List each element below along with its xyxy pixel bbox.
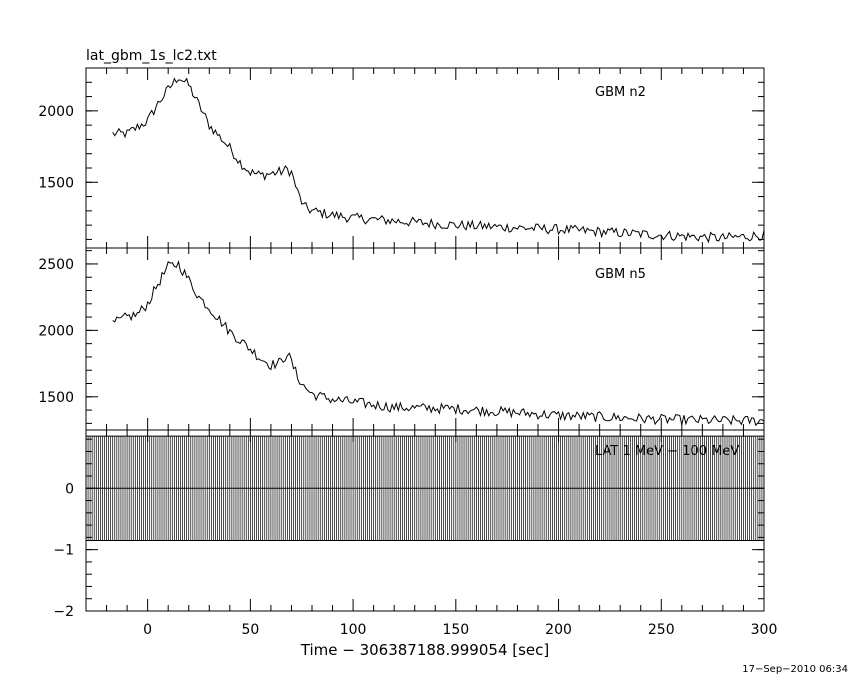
panel-annotation-lat: LAT 1 MeV − 100 MeV (595, 444, 739, 459)
y-tick-label: 0 (65, 481, 74, 497)
x-tick-label: 300 (751, 622, 778, 638)
panel-frame (85, 247, 765, 431)
x-tick-label: 150 (442, 622, 469, 638)
x-axis: 0 50 100 150 200 250 300 (143, 622, 777, 638)
x-tick-label: 200 (545, 622, 572, 638)
y-tick-label: 1500 (38, 175, 74, 191)
panel-frame (85, 67, 765, 249)
x-axis-label: Time − 306387188.999054 [sec] (300, 641, 550, 659)
figure-title: lat_gbm_1s_lc2.txt (86, 48, 217, 64)
series-line (112, 77, 765, 244)
panel-gbm-n2: 1500 2000 GBM n2 (38, 67, 765, 249)
series-line (112, 259, 765, 427)
x-tick-label: 250 (648, 622, 675, 638)
y-tick-label: −2 (53, 604, 74, 620)
panel-lat: −2 −1 0 LAT 1 MeV − 100 MeV (53, 429, 765, 620)
y-tick-label: 2000 (38, 323, 74, 339)
timestamp-label: 17−Sep−2010 06:34 (742, 664, 848, 675)
y-tick-label: 2000 (38, 104, 74, 120)
panel-annotation-gbm-n5: GBM n5 (595, 267, 646, 282)
panel-annotation-gbm-n2: GBM n2 (595, 85, 646, 100)
panel-gbm-n5: 1500 2000 2500 GBM n5 (38, 247, 765, 431)
y-tick-label: −1 (53, 543, 74, 559)
y-tick-label: 1500 (38, 390, 74, 406)
x-tick-label: 100 (340, 622, 367, 638)
y-tick-label: 2500 (38, 257, 74, 273)
x-tick-label: 50 (241, 622, 259, 638)
x-tick-label: 0 (143, 622, 152, 638)
